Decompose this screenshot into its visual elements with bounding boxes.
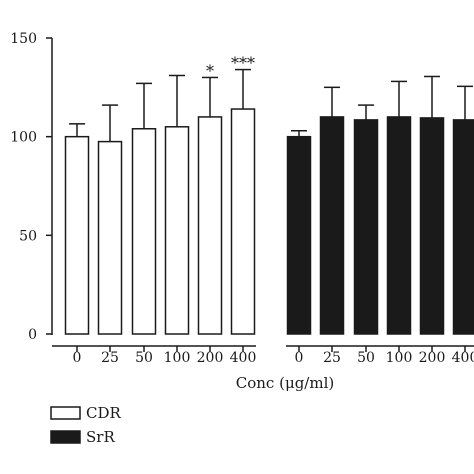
legend-swatch-srr (50, 430, 81, 444)
bar-srr (419, 117, 445, 335)
x-tick-label: 200 (419, 350, 446, 366)
chart-bars: * *** (64, 54, 474, 335)
legend-label-srr: SrR (86, 428, 115, 446)
y-tick-label: 150 (10, 31, 37, 47)
x-tick-label: 100 (164, 350, 191, 366)
x-tick-label: 200 (197, 350, 224, 366)
y-tick-label: 0 (28, 327, 37, 343)
bar-cdr (97, 140, 123, 335)
x-tick-label: 50 (135, 350, 153, 366)
bar-srr (319, 116, 345, 335)
x-tick-label: 25 (323, 350, 341, 366)
significance-marker: * (206, 61, 214, 80)
legend-swatch-cdr (50, 406, 81, 420)
x-tick-label: 0 (295, 350, 304, 366)
bar-srr (452, 119, 474, 335)
y-tick-label: 50 (19, 228, 37, 244)
legend-label-cdr: CDR (86, 404, 122, 422)
bar-srr (353, 119, 379, 335)
x-tick-label: 400 (230, 350, 257, 366)
x-tick-label: 100 (386, 350, 413, 366)
bar-srr (386, 116, 412, 335)
x-tick-label: 25 (101, 350, 119, 366)
significance-marker: *** (231, 54, 255, 73)
bar-cdr (131, 128, 157, 335)
chart-legend: CDR SrR (50, 404, 122, 446)
bar-cdr (164, 126, 190, 335)
chart-axes: 0 50 100 150 0 25 50 100 200 400 0 25 50 100 200 400 (10, 31, 474, 366)
x-tick-label: 400 (452, 350, 474, 366)
x-axis-label: Conc (μg/ml) (236, 374, 334, 392)
bar-cdr (230, 108, 256, 335)
bar-srr (286, 135, 312, 335)
x-tick-label: 0 (73, 350, 82, 366)
bar-cdr (197, 116, 223, 335)
bar-cdr (64, 135, 90, 335)
x-tick-label: 50 (357, 350, 375, 366)
y-tick-label: 100 (10, 130, 37, 146)
